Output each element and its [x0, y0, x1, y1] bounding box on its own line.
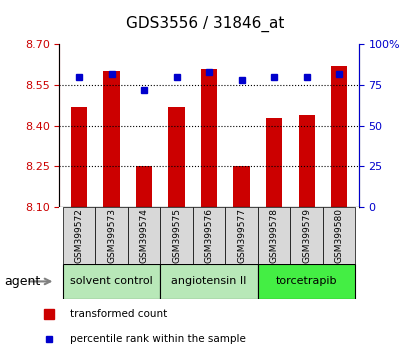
Bar [168, 107, 184, 207]
Text: torcetrapib: torcetrapib [275, 276, 337, 286]
Text: GSM399575: GSM399575 [172, 208, 181, 263]
Text: transformed count: transformed count [70, 309, 166, 320]
Text: GDS3556 / 31846_at: GDS3556 / 31846_at [126, 16, 283, 32]
Bar [233, 166, 249, 207]
Text: GSM399579: GSM399579 [301, 208, 310, 263]
Text: GSM399573: GSM399573 [107, 208, 116, 263]
Text: solvent control: solvent control [70, 276, 153, 286]
Bar [135, 166, 152, 207]
Bar [95, 207, 128, 264]
Bar [128, 207, 160, 264]
Bar [265, 118, 282, 207]
Bar [160, 264, 257, 299]
Bar [103, 72, 119, 207]
Bar [160, 207, 192, 264]
Bar [257, 264, 355, 299]
Text: GSM399574: GSM399574 [139, 208, 148, 263]
Bar [200, 69, 217, 207]
Text: GSM399578: GSM399578 [269, 208, 278, 263]
Text: percentile rank within the sample: percentile rank within the sample [70, 333, 245, 344]
Text: angiotensin II: angiotensin II [171, 276, 246, 286]
Text: agent: agent [4, 275, 40, 288]
Bar [298, 115, 314, 207]
Bar [63, 264, 160, 299]
Bar [330, 66, 346, 207]
Bar [290, 207, 322, 264]
Text: GSM399577: GSM399577 [236, 208, 245, 263]
Bar [192, 207, 225, 264]
Text: GSM399572: GSM399572 [74, 208, 83, 263]
Text: GSM399576: GSM399576 [204, 208, 213, 263]
Bar [71, 107, 87, 207]
Bar [257, 207, 290, 264]
Bar [322, 207, 355, 264]
Bar [63, 207, 95, 264]
Bar [225, 207, 257, 264]
Text: GSM399580: GSM399580 [334, 208, 343, 263]
